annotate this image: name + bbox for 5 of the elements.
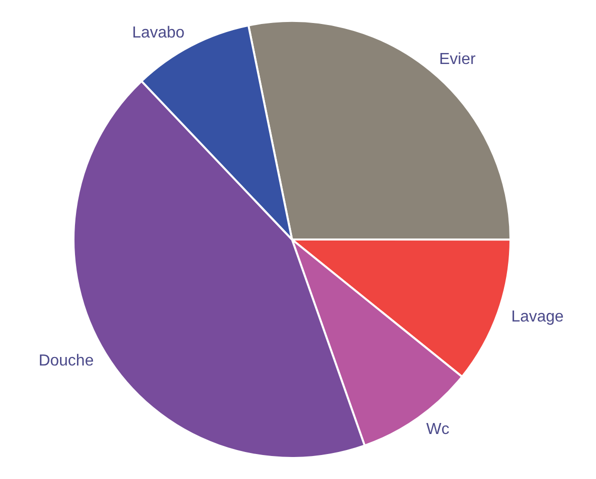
slice-label: Douche — [38, 352, 94, 370]
slice-label: Evier — [439, 50, 476, 68]
slice-label: Lavabo — [132, 24, 185, 42]
slice-label: Lavage — [511, 308, 564, 326]
slice-label: Wc — [426, 420, 450, 438]
